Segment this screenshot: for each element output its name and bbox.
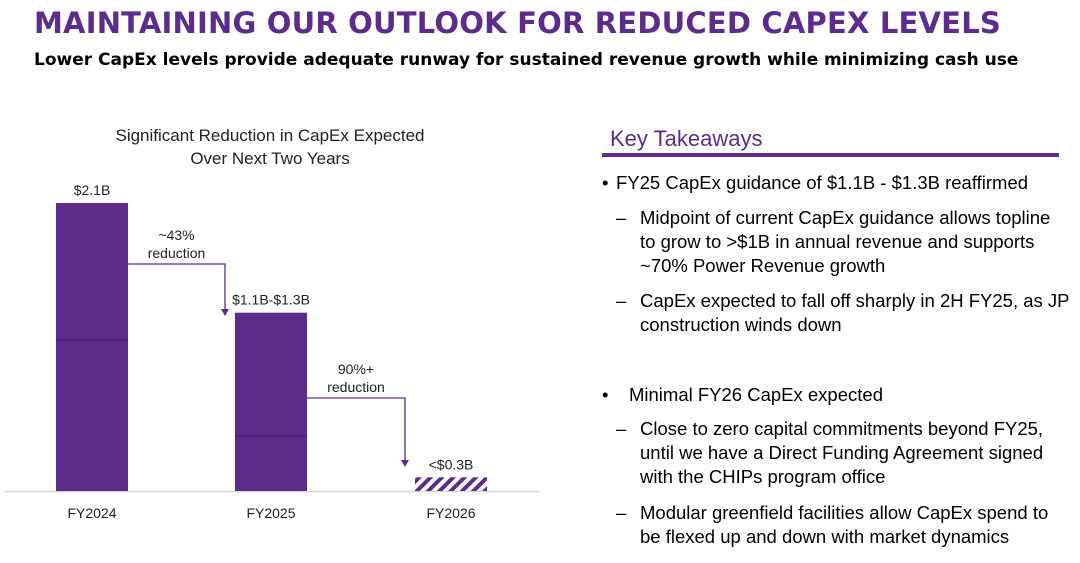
chart-subtitle: Over Next Two Years <box>190 149 349 168</box>
dash-marker: – <box>616 207 627 228</box>
capex-bar-chart: Significant Reduction in CapEx Expected … <box>4 126 540 521</box>
reduction-label: ~43% <box>158 227 194 243</box>
sub-line: Modular greenfield facilities allow CapE… <box>640 502 1049 523</box>
x-tick-label: FY2024 <box>67 505 116 521</box>
page-subtitle: Lower CapEx levels provide adequate runw… <box>34 50 1019 70</box>
sub-line: Midpoint of current CapEx guidance allow… <box>640 207 1051 228</box>
dash-marker: – <box>616 418 627 439</box>
sub-line: until we have a Direct Funding Agreement… <box>640 442 1044 463</box>
dash-marker: – <box>616 290 627 311</box>
sub-line: ~70% Power Revenue growth <box>640 255 886 276</box>
sub-line: construction winds down <box>640 314 842 335</box>
sub-line: to grow to >$1B in annual revenue and su… <box>640 231 1035 252</box>
reduction-label: reduction <box>327 379 385 395</box>
bullet-text: FY25 CapEx guidance of $1.1B - $1.3B rea… <box>616 172 1029 193</box>
bar-fy2026 <box>415 477 487 491</box>
data-label: $1.1B-$1.3B <box>232 292 310 308</box>
sub-line: Close to zero capital commitments beyond… <box>640 418 1044 439</box>
page-title: MAINTAINING OUR OUTLOOK FOR REDUCED CAPE… <box>34 6 1001 40</box>
reduction-label: 90%+ <box>338 361 374 377</box>
sub-line: be flexed up and down with market dynami… <box>640 526 1010 547</box>
dash-marker: – <box>616 502 627 523</box>
arrowhead <box>401 460 409 467</box>
reduction-label: reduction <box>148 245 206 261</box>
arrowhead <box>221 309 229 316</box>
x-tick-label: FY2025 <box>246 505 295 521</box>
key-takeaways-heading: Key Takeaways <box>610 126 763 151</box>
x-tick-label: FY2026 <box>426 505 475 521</box>
sub-line: with the CHIPs program office <box>640 466 886 487</box>
bullet-dot: • <box>602 172 609 193</box>
bullet-dot: • <box>602 384 609 405</box>
data-label: <$0.3B <box>429 456 474 472</box>
sub-line: CapEx expected to fall off sharply in 2H… <box>640 290 1070 311</box>
bar-fy2024 <box>56 203 128 491</box>
data-label: $2.1B <box>74 182 111 198</box>
bar-fy2025 <box>235 312 307 491</box>
bullet-text: Minimal FY26 CapEx expected <box>629 384 883 405</box>
chart-title: Significant Reduction in CapEx Expected <box>115 126 424 145</box>
heading-underline <box>602 153 1059 157</box>
reduction-connector <box>307 397 406 461</box>
reduction-connector <box>128 263 226 310</box>
